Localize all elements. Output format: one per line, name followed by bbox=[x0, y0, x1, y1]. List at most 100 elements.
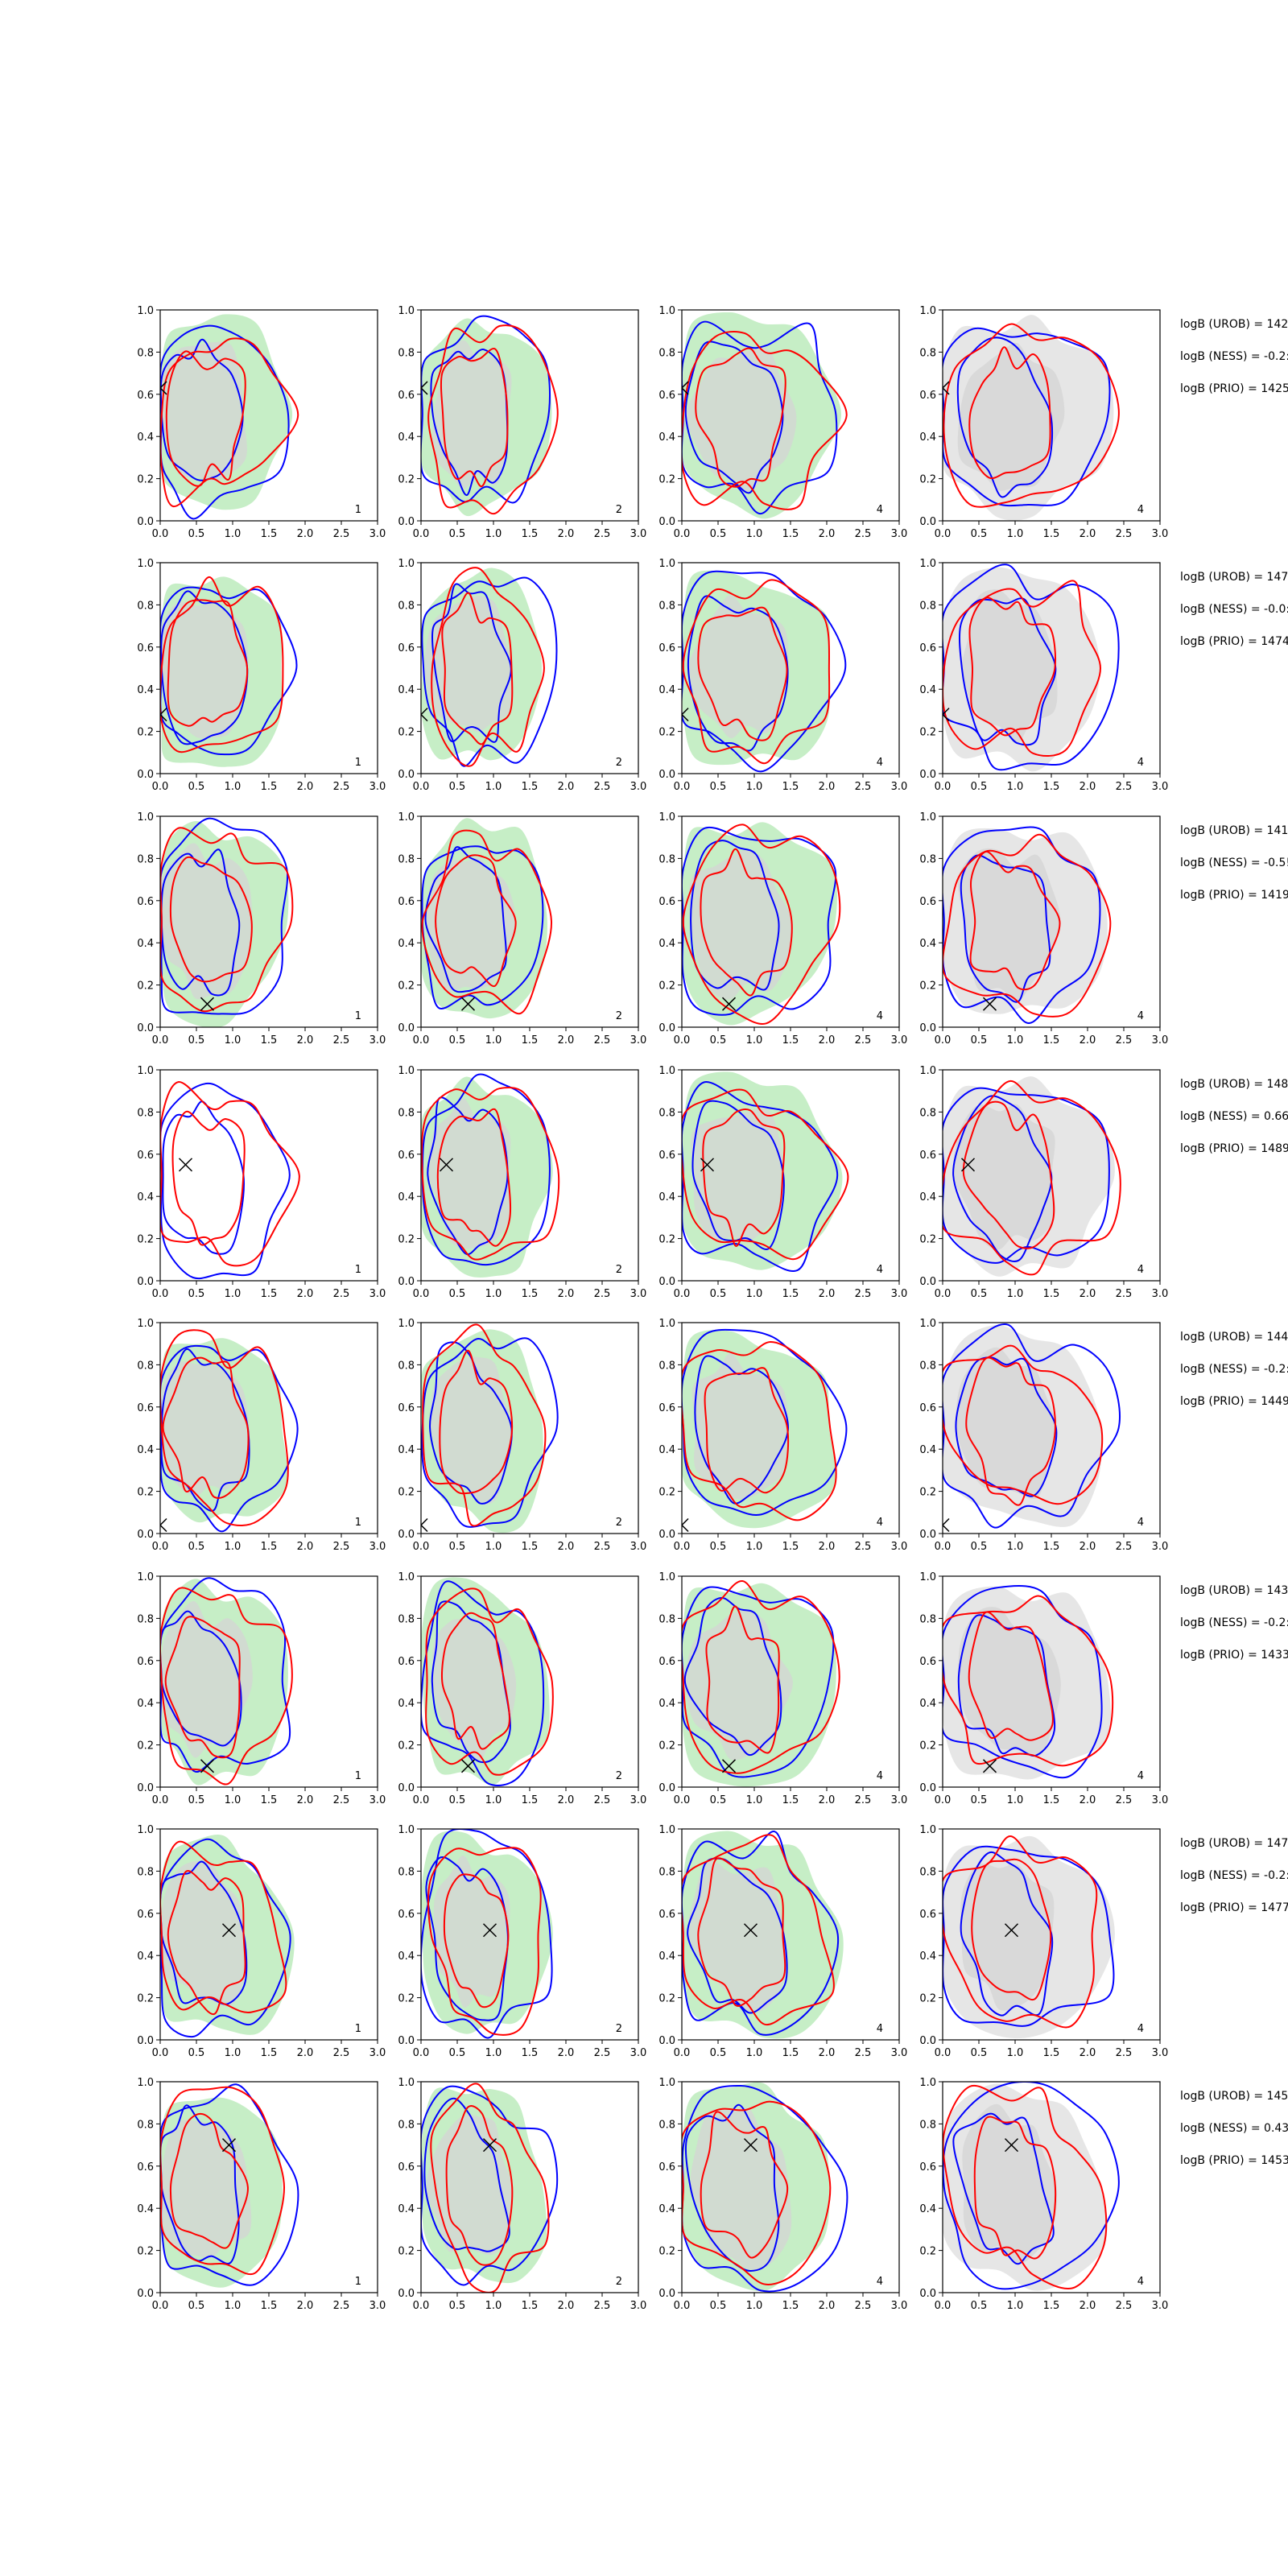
x-tick-label: 2.0 bbox=[558, 1034, 575, 1046]
blue-contour-inner bbox=[684, 2103, 780, 2273]
y-tick-label: 0.0 bbox=[919, 769, 936, 781]
x-tick-label: 2.5 bbox=[1116, 2047, 1133, 2059]
y-tick-label: 1.0 bbox=[398, 558, 415, 570]
x-tick-label: 0.0 bbox=[674, 528, 691, 540]
x-tick-label: 1.0 bbox=[225, 1794, 242, 1806]
y-tick-label: 1.0 bbox=[398, 1065, 415, 1077]
red-contour-outer bbox=[160, 1840, 287, 2014]
y-tick-label: 0.0 bbox=[658, 516, 675, 528]
x-tick-label: 0.5 bbox=[710, 1794, 727, 1806]
y-tick-label: 0.8 bbox=[137, 1613, 154, 1625]
true-value-marker bbox=[982, 1759, 997, 1773]
x-tick-label: 1.5 bbox=[522, 1288, 539, 1300]
x-tick-label: 1.0 bbox=[746, 1288, 763, 1300]
y-tick-label: 0.2 bbox=[658, 1740, 675, 1752]
red-contour-outer bbox=[682, 1580, 840, 1774]
x-tick-label: 0.5 bbox=[188, 1034, 205, 1046]
y-tick-label: 0.0 bbox=[658, 1782, 675, 1794]
x-tick-label: 3.0 bbox=[891, 528, 908, 540]
panel-number-label: 4 bbox=[1137, 504, 1144, 516]
y-tick-label: 0.0 bbox=[919, 516, 936, 528]
x-tick-label: 0.5 bbox=[449, 1794, 466, 1806]
x-tick-label: 2.5 bbox=[855, 2047, 872, 2059]
red-contour-inner bbox=[705, 1605, 780, 1754]
panel-number-label: 2 bbox=[616, 1264, 622, 1276]
x-tick-label: 2.0 bbox=[1080, 2300, 1096, 2312]
x-tick-label: 2.0 bbox=[558, 1288, 575, 1300]
true-value-marker bbox=[943, 708, 950, 722]
x-tick-label: 3.0 bbox=[630, 1794, 647, 1806]
x-tick-label: 1.5 bbox=[261, 1288, 278, 1300]
x-tick-label: 0.5 bbox=[188, 528, 205, 540]
blue-contour-outer bbox=[160, 1082, 291, 1280]
y-tick-label: 0.8 bbox=[398, 1107, 415, 1119]
x-tick-label: 1.5 bbox=[782, 2047, 799, 2059]
y-tick-label: 1.0 bbox=[658, 558, 675, 570]
logb-annotation: logB (PRIO) = 1419 bbox=[1180, 889, 1288, 902]
x-tick-label: 0.0 bbox=[674, 2047, 691, 2059]
red-contour-inner bbox=[440, 1612, 510, 1750]
x-tick-label: 1.5 bbox=[782, 1288, 799, 1300]
y-tick-label: 1.0 bbox=[137, 1065, 154, 1077]
x-tick-label: 0.5 bbox=[710, 1034, 727, 1046]
x-tick-label: 1.0 bbox=[1007, 1034, 1024, 1046]
y-tick-label: 0.0 bbox=[919, 2035, 936, 2047]
y-tick-label: 0.8 bbox=[919, 853, 936, 865]
y-tick-label: 0.2 bbox=[919, 1993, 936, 2005]
panel-r2-c2: 0.0 0.5 1.0 1.5 2.0 2.5 3.0 0.0 0.2 0.4 0.6 0.8 1.0 2 bbox=[398, 558, 646, 793]
x-tick-label: 2.0 bbox=[297, 1794, 314, 1806]
x-tick-label: 1.0 bbox=[225, 1288, 242, 1300]
panel-r7-c2: 0.0 0.5 1.0 1.5 2.0 2.5 3.0 0.0 0.2 0.4 0.6 0.8 1.0 2 bbox=[398, 1824, 646, 2059]
y-tick-label: 0.0 bbox=[658, 1529, 675, 1541]
true-value-marker bbox=[482, 1923, 497, 1938]
x-tick-label: 2.0 bbox=[297, 528, 314, 540]
y-tick-label: 1.0 bbox=[398, 811, 415, 824]
x-tick-label: 0.0 bbox=[413, 1794, 430, 1806]
y-tick-label: 0.0 bbox=[398, 1022, 415, 1034]
x-tick-label: 1.5 bbox=[782, 1541, 799, 1553]
x-tick-label: 2.0 bbox=[558, 2047, 575, 2059]
red-contour-inner bbox=[167, 599, 249, 727]
x-tick-label: 2.0 bbox=[558, 1541, 575, 1553]
panel-number-label: 4 bbox=[877, 504, 883, 516]
panel-number-label: 1 bbox=[355, 1517, 361, 1529]
x-tick-label: 2.5 bbox=[333, 781, 350, 793]
panel-r2-c3: 0.0 0.5 1.0 1.5 2.0 2.5 3.0 0.0 0.2 0.4 0.6 0.8 1.0 4 bbox=[658, 558, 907, 793]
y-tick-label: 0.8 bbox=[137, 853, 154, 865]
red-contour-inner bbox=[971, 1858, 1052, 2001]
x-tick-label: 0.0 bbox=[674, 1541, 691, 1553]
true-value-marker bbox=[439, 1158, 454, 1172]
panel-r2-c1: 0.0 0.5 1.0 1.5 2.0 2.5 3.0 0.0 0.2 0.4 0.6 0.8 1.0 1 bbox=[137, 558, 386, 793]
red-contour-inner bbox=[697, 1857, 786, 2007]
panel-number-label: 4 bbox=[1137, 1264, 1144, 1276]
red-contour-outer bbox=[430, 2083, 550, 2293]
y-tick-label: 0.4 bbox=[658, 1698, 675, 1710]
x-tick-label: 2.5 bbox=[333, 1541, 350, 1553]
x-tick-label: 1.5 bbox=[1043, 1288, 1060, 1300]
true-value-marker bbox=[221, 2138, 237, 2153]
x-tick-label: 0.0 bbox=[674, 1288, 691, 1300]
blue-contour-inner bbox=[952, 1095, 1053, 1262]
y-tick-label: 0.0 bbox=[658, 2035, 675, 2047]
true-value-marker bbox=[982, 997, 997, 1011]
y-tick-label: 0.8 bbox=[137, 2119, 154, 2131]
panel-r4-c4: 0.0 0.5 1.0 1.5 2.0 2.5 3.0 0.0 0.2 0.4 0.6 0.8 1.0 4 bbox=[919, 1065, 1168, 1300]
logb-annotation: logB (NESS) = -0.0: bbox=[1180, 603, 1288, 616]
x-tick-label: 0.0 bbox=[935, 1794, 952, 1806]
x-tick-label: 1.0 bbox=[485, 1794, 502, 1806]
logb-annotation: logB (UROB) = 144 bbox=[1180, 1331, 1288, 1344]
x-tick-label: 3.0 bbox=[630, 1288, 647, 1300]
y-tick-label: 0.6 bbox=[137, 1150, 154, 1162]
true-value-marker bbox=[160, 1517, 167, 1533]
red-contour-inner bbox=[695, 347, 786, 488]
x-tick-label: 0.0 bbox=[935, 1541, 952, 1553]
panel-r2-c4: 0.0 0.5 1.0 1.5 2.0 2.5 3.0 0.0 0.2 0.4 0.6 0.8 1.0 4 bbox=[919, 558, 1168, 793]
inner-density-fill bbox=[958, 1607, 1061, 1757]
x-tick-label: 0.5 bbox=[710, 2047, 727, 2059]
y-tick-label: 0.2 bbox=[919, 2246, 936, 2258]
inner-density-fill bbox=[431, 1618, 517, 1762]
inner-density-fill bbox=[424, 596, 514, 733]
x-tick-label: 1.5 bbox=[1043, 1794, 1060, 1806]
y-tick-label: 0.0 bbox=[137, 1529, 154, 1541]
x-tick-label: 2.5 bbox=[594, 2047, 611, 2059]
